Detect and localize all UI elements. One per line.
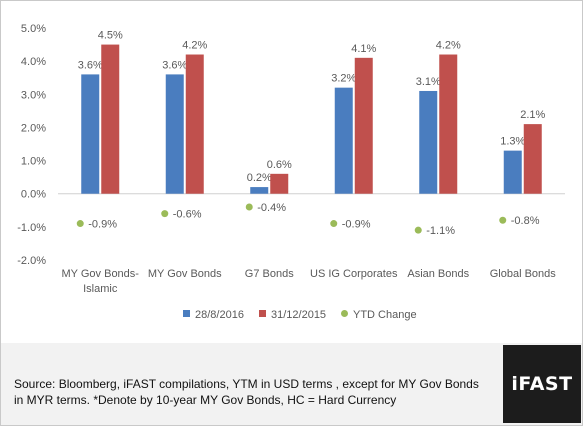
- data-label: 3.6%: [78, 59, 103, 71]
- bar: [165, 74, 184, 194]
- x-tick-label: MY Gov Bonds: [148, 268, 222, 280]
- bar-chart: 5.0% 4.0% 3.0% 2.0% 1.0% 0.0% -1.0% -2.0% MY Gov…: [17, 23, 565, 321]
- ytd-change-label: -0.6%: [173, 209, 202, 221]
- legend-label: 31/12/2015: [271, 309, 326, 321]
- ytd-change-marker: [414, 226, 422, 234]
- bar: [354, 57, 373, 194]
- y-tick-label: 2.0%: [21, 122, 46, 134]
- ytd-change-marker: [76, 220, 84, 228]
- data-label: 0.2%: [247, 172, 272, 184]
- x-tick-label: G7 Bonds: [245, 268, 294, 280]
- bar: [81, 74, 100, 194]
- data-label: 3.2%: [331, 73, 356, 85]
- source-note: Source: Bloomberg, iFAST compilations, Y…: [14, 377, 479, 407]
- data-label: 4.1%: [351, 43, 376, 55]
- footer-panel: Source: Bloomberg, iFAST compilations, Y…: [1, 343, 582, 425]
- x-tick-label: Asian Bonds: [407, 268, 469, 280]
- bar: [101, 44, 120, 194]
- legend-swatch: [183, 310, 190, 317]
- y-tick-label: 1.0%: [21, 156, 46, 168]
- y-tick-label: 5.0%: [21, 23, 46, 35]
- y-tick-label: -1.0%: [17, 222, 46, 234]
- ytd-change-label: -0.4%: [257, 202, 286, 214]
- legend-swatch: [259, 310, 266, 317]
- legend-swatch: [341, 310, 348, 317]
- bar: [334, 87, 353, 194]
- x-tick-label: MY Gov Bonds-: [62, 268, 140, 280]
- ytd-change-marker: [330, 220, 338, 228]
- bar: [503, 150, 522, 194]
- ifast-logo: iFAST: [503, 345, 581, 423]
- legend-label: 28/8/2016: [195, 309, 244, 321]
- data-label: 1.3%: [500, 136, 525, 148]
- bar: [250, 187, 269, 194]
- data-label: 3.6%: [162, 59, 187, 71]
- bar: [419, 90, 438, 194]
- y-tick-label: 3.0%: [21, 89, 46, 101]
- data-label: 2.1%: [520, 109, 545, 121]
- ytd-change-label: -0.9%: [342, 219, 371, 231]
- y-tick-label: 0.0%: [21, 189, 46, 201]
- ytd-change-label: -0.9%: [88, 219, 117, 231]
- ytd-change-label: -0.8%: [511, 215, 540, 227]
- ytd-change-marker: [499, 216, 507, 224]
- y-tick-label: -2.0%: [17, 255, 46, 267]
- bar: [270, 173, 289, 194]
- x-tick-label: Islamic: [83, 283, 118, 295]
- y-tick-label: 4.0%: [21, 56, 46, 68]
- x-tick-label: Global Bonds: [490, 268, 557, 280]
- data-label: 4.2%: [436, 40, 461, 52]
- ytd-change-marker: [161, 210, 169, 218]
- legend-label: YTD Change: [353, 309, 417, 321]
- bar: [523, 124, 542, 194]
- ytd-change-label: -1.1%: [426, 225, 455, 237]
- bar: [439, 54, 458, 194]
- data-label: 4.5%: [98, 30, 123, 42]
- x-tick-label: US IG Corporates: [310, 268, 398, 280]
- data-label: 3.1%: [416, 76, 441, 88]
- bar: [185, 54, 204, 194]
- ytd-change-marker: [245, 203, 253, 211]
- data-label: 4.2%: [182, 40, 207, 52]
- data-label: 0.6%: [267, 159, 292, 171]
